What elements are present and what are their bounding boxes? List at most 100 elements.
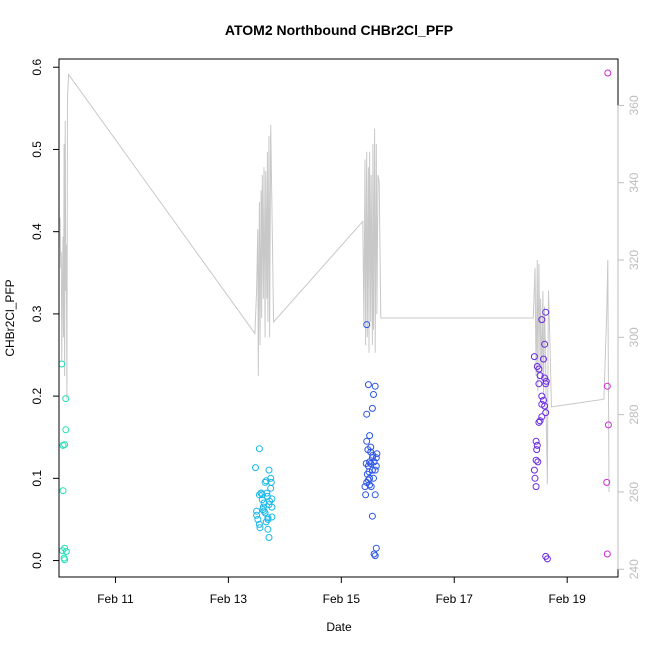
data-point-series-3 bbox=[372, 544, 380, 552]
data-point-series-3 bbox=[371, 552, 379, 560]
data-point-series-3 bbox=[368, 512, 376, 520]
data-point-series-4 bbox=[542, 308, 550, 316]
data-point-series-3 bbox=[370, 474, 377, 482]
data-point-series-2 bbox=[268, 503, 276, 511]
data-point-series-3 bbox=[364, 381, 372, 389]
y-axis-label: CHBr2Cl_PFP bbox=[3, 279, 17, 356]
x-axis: Feb 11 Feb 13 Feb 15 Feb 17 Feb 19 bbox=[97, 576, 586, 606]
data-point-series-4 bbox=[530, 466, 538, 474]
data-point-series-2 bbox=[256, 524, 264, 532]
y2-tick-label: 260 bbox=[627, 482, 641, 502]
y2-tick-label: 340 bbox=[627, 172, 641, 192]
data-point-series-4 bbox=[532, 483, 540, 491]
y2-tick-label: 300 bbox=[627, 327, 641, 347]
data-point-series-2 bbox=[268, 513, 276, 521]
data-point-series-2 bbox=[267, 474, 275, 482]
data-point-series-2 bbox=[265, 534, 273, 541]
data-point-series-3 bbox=[370, 391, 377, 398]
data-point-series-2 bbox=[253, 507, 261, 515]
x-tick-label: Feb 15 bbox=[323, 592, 361, 606]
scatter-points bbox=[58, 69, 612, 564]
y2-tick-label: 320 bbox=[627, 250, 641, 270]
data-point-series-3 bbox=[370, 458, 378, 466]
data-point-series-1 bbox=[62, 395, 70, 403]
data-point-series-4 bbox=[535, 365, 543, 373]
data-point-series-4 bbox=[532, 456, 540, 464]
data-point-series-3 bbox=[371, 382, 379, 390]
data-point-series-5 bbox=[604, 69, 612, 77]
data-point-series-3 bbox=[366, 474, 374, 482]
data-point-series-2 bbox=[253, 511, 261, 519]
data-point-series-4 bbox=[542, 409, 550, 417]
data-point-series-1 bbox=[61, 544, 69, 552]
data-point-series-3 bbox=[363, 437, 371, 445]
data-point-series-3 bbox=[373, 450, 381, 458]
data-point-series-1 bbox=[62, 548, 70, 555]
y-tick-label: 0.3 bbox=[30, 305, 44, 322]
data-point-series-3 bbox=[366, 481, 374, 489]
y2-tick-label: 360 bbox=[627, 95, 641, 115]
data-point-series-4 bbox=[541, 402, 549, 410]
data-point-series-2 bbox=[252, 464, 259, 472]
data-point-series-2 bbox=[257, 489, 265, 497]
data-point-series-3 bbox=[371, 491, 379, 499]
x-tick-label: Feb 17 bbox=[436, 592, 474, 606]
data-point-series-1 bbox=[62, 426, 70, 434]
x-tick-label: Feb 11 bbox=[97, 592, 134, 606]
data-point-series-2 bbox=[264, 514, 272, 522]
data-point-series-2 bbox=[265, 466, 273, 474]
data-point-series-3 bbox=[363, 410, 371, 418]
data-point-series-3 bbox=[367, 483, 375, 491]
data-point-series-4 bbox=[540, 355, 547, 363]
data-point-series-4 bbox=[533, 441, 541, 449]
data-point-series-2 bbox=[263, 492, 271, 500]
data-point-series-2 bbox=[260, 507, 268, 515]
data-point-series-3 bbox=[368, 404, 376, 412]
data-point-series-4 bbox=[542, 377, 550, 385]
data-point-series-3 bbox=[372, 462, 380, 470]
data-point-series-4 bbox=[538, 316, 546, 324]
y-tick-label: 0.5 bbox=[30, 141, 44, 158]
data-point-series-1 bbox=[61, 441, 69, 449]
data-point-series-3 bbox=[370, 550, 378, 558]
data-point-series-5 bbox=[603, 382, 611, 390]
data-point-series-1 bbox=[61, 556, 69, 564]
data-point-series-4 bbox=[535, 380, 543, 388]
data-point-series-4 bbox=[541, 340, 549, 348]
data-point-series-4 bbox=[535, 418, 543, 426]
y2-tick-label: 240 bbox=[627, 559, 641, 579]
data-point-series-4 bbox=[533, 446, 541, 454]
data-point-series-4 bbox=[543, 555, 551, 563]
data-point-series-5 bbox=[603, 478, 611, 486]
y2-tick-label: 280 bbox=[627, 404, 641, 424]
data-point-series-3 bbox=[369, 451, 377, 459]
data-point-series-2 bbox=[255, 520, 263, 528]
data-point-series-5 bbox=[604, 421, 612, 429]
data-point-series-3 bbox=[365, 468, 373, 476]
data-point-series-3 bbox=[371, 466, 379, 474]
x-axis-label: Date bbox=[326, 620, 352, 634]
data-point-series-2 bbox=[254, 515, 262, 523]
y-tick-label: 0.1 bbox=[30, 470, 44, 487]
y-tick-label: 0.4 bbox=[30, 223, 44, 240]
data-point-series-4 bbox=[538, 413, 546, 421]
plot-frame bbox=[58, 58, 619, 578]
y-tick-label: 0.6 bbox=[30, 59, 44, 76]
y-axis: 0.0 0.1 0.2 0.3 0.4 0.5 0.6 bbox=[30, 59, 60, 569]
y-tick-label: 0.2 bbox=[30, 387, 44, 404]
data-point-series-5 bbox=[603, 550, 611, 558]
data-point-series-3 bbox=[362, 491, 370, 499]
data-point-series-3 bbox=[363, 321, 371, 329]
y2-axis: 240 260 280 300 320 340 360 bbox=[617, 95, 641, 579]
chart-title: ATOM2 Northbound CHBr2Cl_PFP bbox=[225, 22, 453, 38]
data-point-series-2 bbox=[259, 506, 267, 514]
data-point-series-2 bbox=[264, 525, 272, 533]
data-point-series-4 bbox=[536, 417, 544, 425]
data-point-series-4 bbox=[534, 458, 542, 466]
y-tick-label: 0.0 bbox=[30, 552, 44, 569]
data-point-series-1 bbox=[59, 487, 67, 495]
data-point-series-3 bbox=[362, 460, 370, 467]
data-point-series-2 bbox=[267, 484, 275, 492]
data-point-series-3 bbox=[366, 432, 374, 440]
